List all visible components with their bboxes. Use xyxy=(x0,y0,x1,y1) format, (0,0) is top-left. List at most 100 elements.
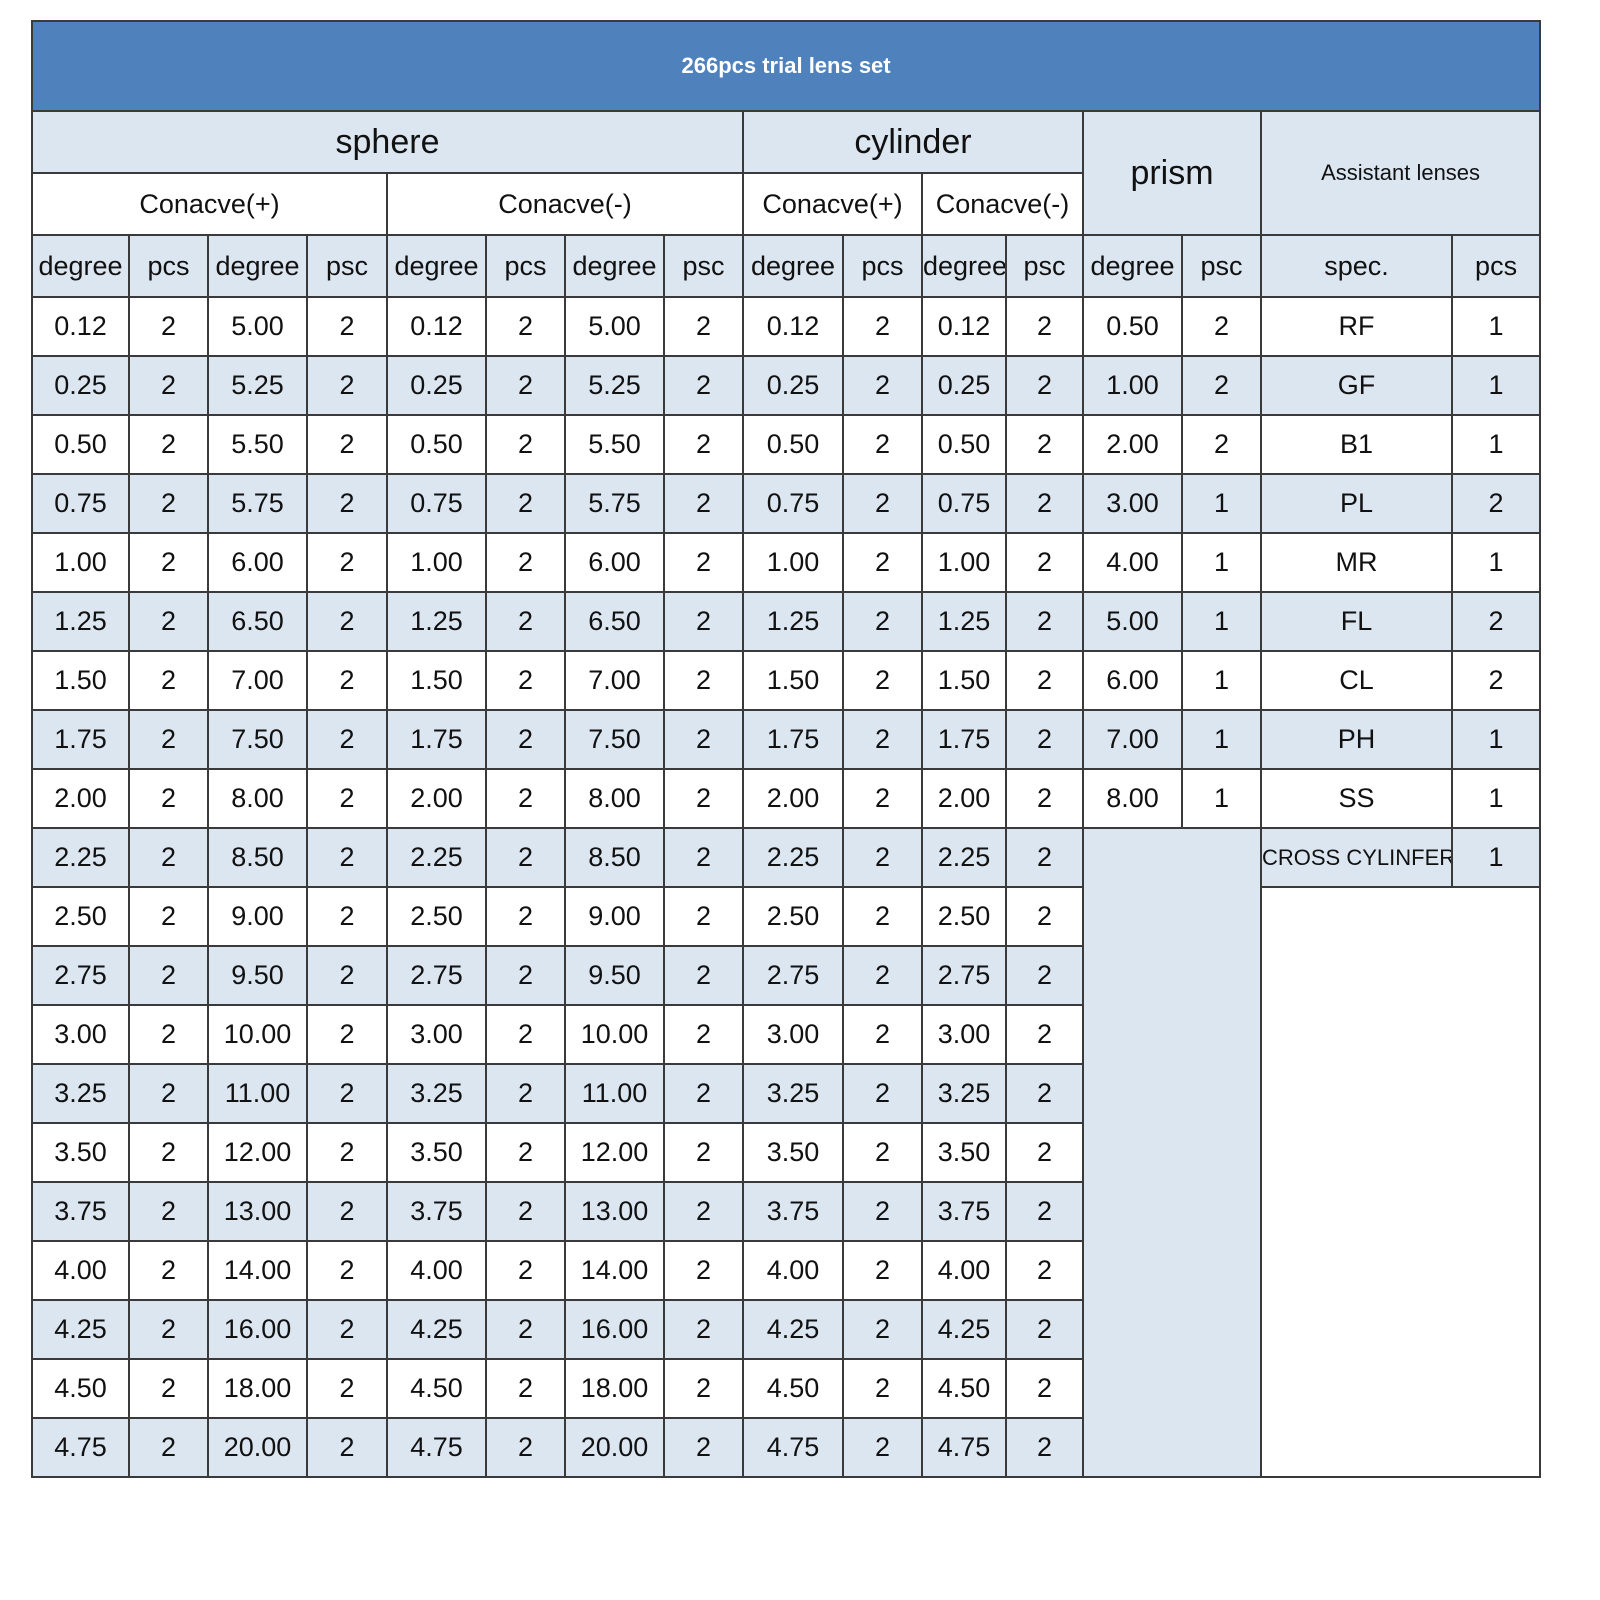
table-cell: 2.25 xyxy=(921,827,1007,888)
table-cell: 2 xyxy=(842,650,923,711)
table-cell: 3.50 xyxy=(386,1122,487,1183)
table-row: 4.50 2 18.00 2 4.50 2 18.00 2 4.50 2 4.50 2 xyxy=(31,1358,1540,1419)
table-cell: 4.00 xyxy=(921,1240,1007,1301)
table-cell: 1.75 xyxy=(742,709,844,770)
table-cell: 0.25 xyxy=(921,355,1007,416)
table-cell: 6.00 xyxy=(1082,650,1183,711)
table-cell: 2.00 xyxy=(742,768,844,829)
table-cell: 2 xyxy=(663,591,744,652)
table-cell: 8.00 xyxy=(564,768,665,829)
column-header: degree xyxy=(386,234,487,298)
lens-table: 266pcs trial lens set sphere cylinder prism… xyxy=(30,20,1542,1478)
group-header: cylinder xyxy=(742,110,1084,174)
table-cell: 2 xyxy=(842,1358,923,1419)
table-cell: 5.25 xyxy=(564,355,665,416)
table-title: 266pcs trial lens set xyxy=(30,20,1542,112)
table-cell: 3.25 xyxy=(386,1063,487,1124)
table-cell: 2 xyxy=(128,296,209,357)
table-cell: 3.25 xyxy=(31,1063,130,1124)
table-cell: 2 xyxy=(1005,1417,1084,1478)
table-cell: 2 xyxy=(306,1063,388,1124)
table-cell: 2 xyxy=(306,886,388,947)
table-cell: 1 xyxy=(1450,768,1542,829)
table-cell: 2 xyxy=(485,591,566,652)
table-cell: 7.50 xyxy=(207,709,308,770)
table-cell: 2 xyxy=(842,1122,923,1183)
table-cell: 7.00 xyxy=(1082,709,1183,770)
table-cell: 2 xyxy=(1005,532,1084,593)
table-cell: 4.50 xyxy=(386,1358,487,1419)
table-cell: 6.50 xyxy=(207,591,308,652)
subgroup-header: Conacve(+) xyxy=(31,172,388,236)
table-cell: 2 xyxy=(663,1063,744,1124)
table-row: 3.50 2 12.00 2 3.50 2 12.00 2 3.50 2 3.50 2 xyxy=(31,1122,1540,1183)
table-cell: 4.75 xyxy=(921,1417,1007,1478)
table-cell: 2 xyxy=(306,355,388,416)
column-header: degree xyxy=(31,234,130,298)
table-row: Conacve(+) Conacve(-) Conacve(+) Conacve(-) xyxy=(31,172,1540,236)
table-cell: 2 xyxy=(842,768,923,829)
table-cell: 4.00 xyxy=(386,1240,487,1301)
table-cell: 4.50 xyxy=(742,1358,844,1419)
table-cell: 2 xyxy=(485,1122,566,1183)
table-cell: 2 xyxy=(663,827,744,888)
table-cell: 2 xyxy=(306,709,388,770)
table-cell: 7.00 xyxy=(207,650,308,711)
table-cell: 16.00 xyxy=(207,1299,308,1360)
table-cell: 2 xyxy=(1005,414,1084,475)
table-cell: 0.25 xyxy=(386,355,487,416)
table-cell: 0.75 xyxy=(386,473,487,534)
table-cell: 2 xyxy=(1005,473,1084,534)
table-cell: 2 xyxy=(128,1181,209,1242)
table-cell: 2 xyxy=(306,414,388,475)
table-row: 2.00 2 8.00 2 2.00 2 8.00 2 2.00 2 2.00 2 8.00 1 SS 1 xyxy=(31,768,1542,829)
table-cell: 2 xyxy=(663,473,744,534)
table-cell: 1.25 xyxy=(31,591,130,652)
table-cell: 2 xyxy=(306,591,388,652)
table-cell: 2 xyxy=(1181,355,1262,416)
table-cell: 3.75 xyxy=(921,1181,1007,1242)
table-cell: 7.00 xyxy=(564,650,665,711)
table-cell: 2 xyxy=(128,1004,209,1065)
table-cell: 2 xyxy=(306,1299,388,1360)
table-cell: 20.00 xyxy=(207,1417,308,1478)
table-cell: 4.50 xyxy=(921,1358,1007,1419)
table-cell: 2 xyxy=(128,1122,209,1183)
column-header: degree xyxy=(742,234,844,298)
table-cell: 3.00 xyxy=(31,1004,130,1065)
table-row: 1.25 2 6.50 2 1.25 2 6.50 2 1.25 2 1.25 2 5.00 1 FL 2 xyxy=(31,591,1542,652)
table-cell: 0.25 xyxy=(31,355,130,416)
table-cell: 9.00 xyxy=(564,886,665,947)
table-cell: 2 xyxy=(1005,355,1084,416)
table-cell: 2 xyxy=(485,886,566,947)
table-cell: 2 xyxy=(485,1299,566,1360)
table-cell: 2 xyxy=(1005,1299,1084,1360)
table-cell: B1 xyxy=(1260,414,1453,475)
table-cell: 2 xyxy=(842,296,923,357)
table-cell: 2 xyxy=(1005,296,1084,357)
table-cell: 1.50 xyxy=(31,650,130,711)
column-header: pcs xyxy=(1450,234,1542,298)
table-row: sphere cylinder prism Assistant lenses xyxy=(31,110,1542,236)
table-cell: 0.75 xyxy=(31,473,130,534)
table-cell: 16.00 xyxy=(564,1299,665,1360)
table-cell: 18.00 xyxy=(207,1358,308,1419)
table-cell: 2 xyxy=(663,1181,744,1242)
table-cell: 2 xyxy=(128,1063,209,1124)
table-cell: 0.50 xyxy=(31,414,130,475)
table-cell: 1.00 xyxy=(31,532,130,593)
table-cell: 1.50 xyxy=(921,650,1007,711)
table-cell: 9.50 xyxy=(207,945,308,1006)
table-cell: 1 xyxy=(1181,650,1262,711)
table-cell: 3.75 xyxy=(31,1181,130,1242)
table-row: 3.75 2 13.00 2 3.75 2 13.00 2 3.75 2 3.75 2 xyxy=(31,1181,1540,1242)
table-cell: 1.25 xyxy=(742,591,844,652)
table-cell: 3.50 xyxy=(742,1122,844,1183)
table-row: 0.75 2 5.75 2 0.75 2 5.75 2 0.75 2 0.75 2 3.00 1 PL 2 xyxy=(31,473,1542,534)
table-cell: 2 xyxy=(842,414,923,475)
table-row: 4.25 2 16.00 2 4.25 2 16.00 2 4.25 2 4.25 2 xyxy=(31,1299,1540,1360)
table-cell: 2 xyxy=(1181,296,1262,357)
table-cell: 2 xyxy=(128,355,209,416)
table-cell: 2 xyxy=(663,355,744,416)
table-cell: 2 xyxy=(1005,1181,1084,1242)
